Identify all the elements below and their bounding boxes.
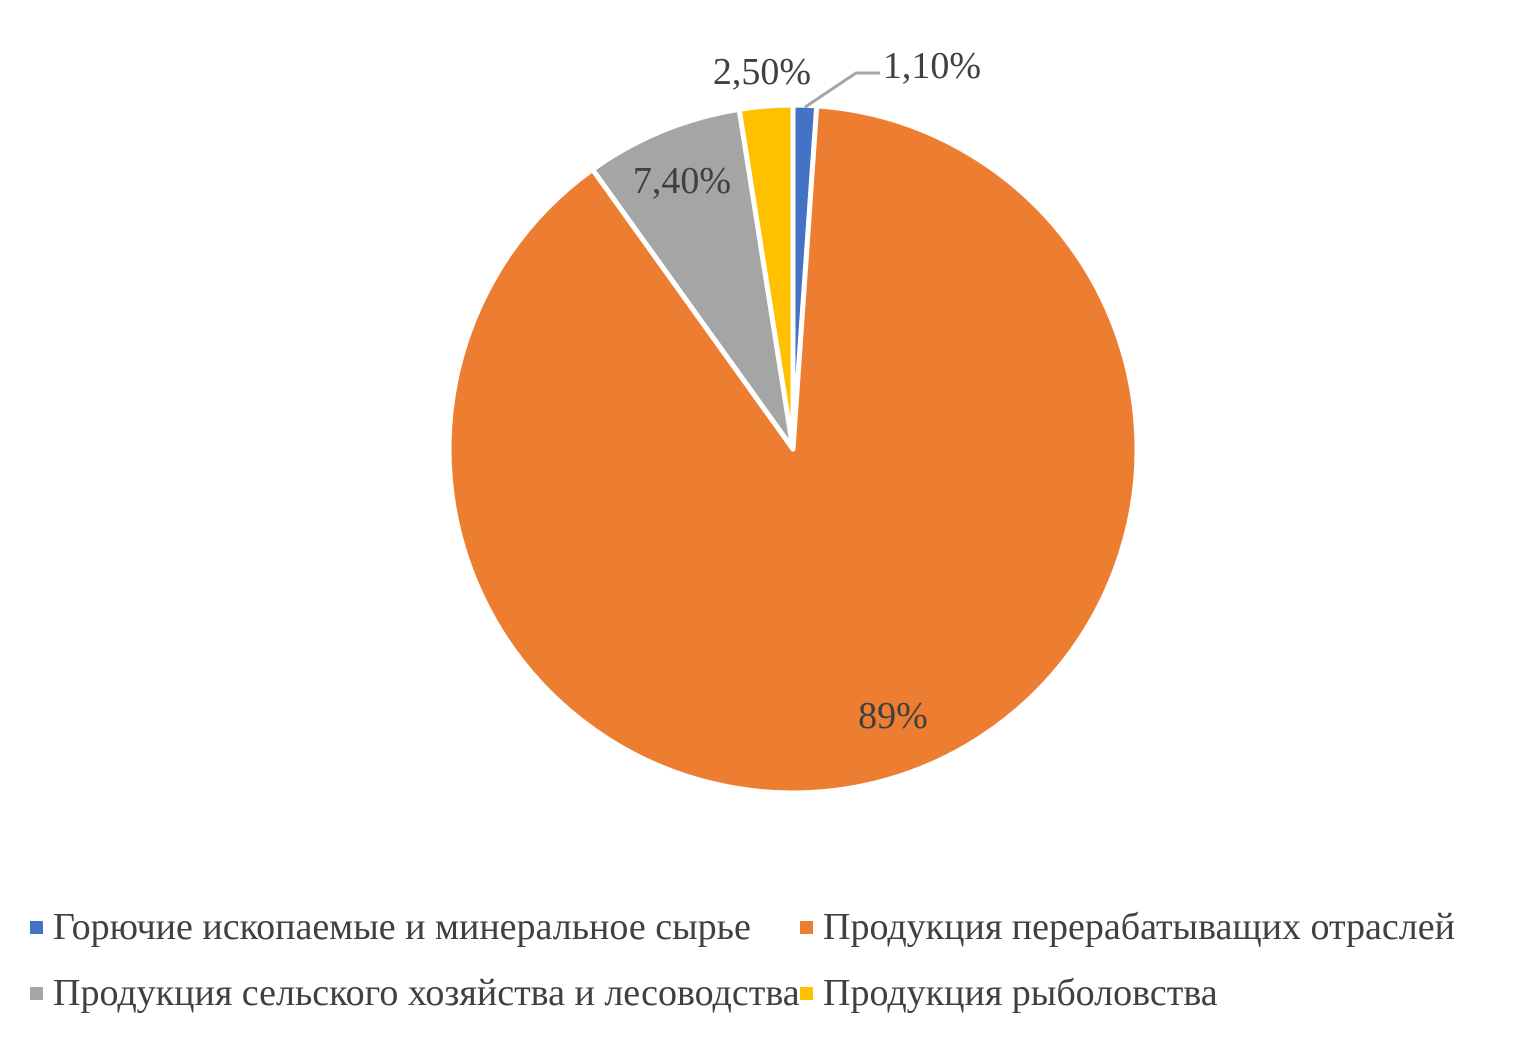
legend-item-agriculture: Продукция сельского хозяйства и лесоводс… — [30, 971, 800, 1015]
chart-legend: Горючие ископаемые и минеральное сырье П… — [30, 905, 1500, 1015]
data-label-agriculture: 7,40% — [633, 160, 731, 202]
pie-slice-agriculture — [590, 106, 796, 452]
data-label-fuels: 1,10% — [883, 45, 981, 87]
legend-item-processing: Продукция перерабатыващих отраслей — [800, 905, 1480, 949]
legend-item-fishery: Продукция рыболовства — [800, 971, 1480, 1015]
leader-line-fuels — [803, 71, 880, 109]
legend-swatch-fishery — [800, 986, 813, 1000]
legend-item-fuels: Горючие ископаемые и минеральное сырье — [30, 905, 800, 949]
data-label-processing: 89% — [858, 695, 928, 737]
legend-label-fuels: Горючие ископаемые и минеральное сырье — [53, 906, 751, 948]
legend-label-fishery: Продукция рыболовства — [823, 972, 1218, 1014]
legend-swatch-agriculture — [30, 986, 43, 1000]
legend-label-processing: Продукция перерабатыващих отраслей — [823, 906, 1455, 948]
pie-slice-fishery — [736, 102, 796, 452]
legend-swatch-fuels — [30, 920, 43, 934]
legend-label-agriculture: Продукция сельского хозяйства и лесоводс… — [53, 972, 800, 1014]
legend-swatch-processing — [800, 920, 813, 934]
data-label-fishery: 2,50% — [713, 51, 811, 93]
